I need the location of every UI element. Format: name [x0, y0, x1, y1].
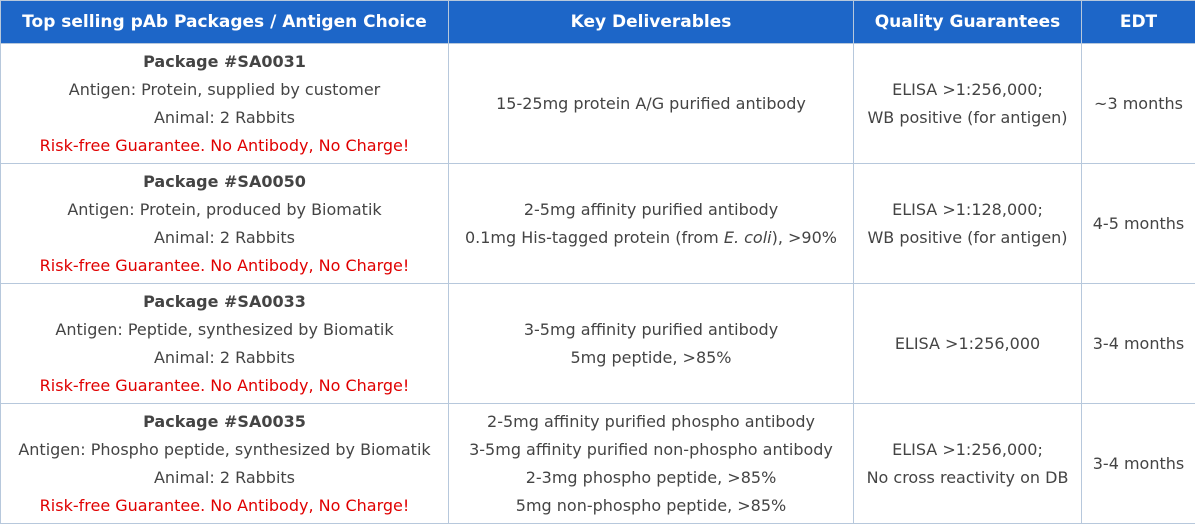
header-edt: EDT [1081, 0, 1195, 44]
deliverable-item: 0.1mg His-tagged protein (from E. coli),… [455, 224, 847, 252]
deliverable-item: 3-5mg affinity purified antibody [523, 319, 779, 339]
header-deliverables: Key Deliverables [448, 0, 854, 44]
deliverables-cell: 2-5mg affinity purified antibody 0.1mg H… [448, 163, 854, 284]
quality-item: No cross reactivity on DB [866, 467, 1069, 487]
edt-cell: 4-5 months [1081, 163, 1195, 284]
deliverable-organism: E. coli [723, 227, 772, 247]
quality-cell: ELISA >1:128,000; WB positive (for antig… [853, 163, 1082, 284]
quality-item: ELISA >1:256,000; [892, 79, 1043, 99]
deliverable-item: 2-5mg affinity purified phospho antibody [487, 411, 815, 431]
package-animal: Animal: 2 Rabbits [153, 347, 296, 367]
risk-free-guarantee: Risk-free Guarantee. No Antibody, No Cha… [39, 375, 410, 395]
quality-cell: ELISA >1:256,000; No cross reactivity on… [853, 403, 1082, 524]
deliverable-text: 0.1mg His-tagged protein (from [464, 227, 724, 247]
table-row: Package #SA0033 Antigen: Peptide, synthe… [0, 283, 1195, 404]
package-cell: Package #SA0050 Antigen: Protein, produc… [0, 163, 449, 284]
deliverables-cell: 3-5mg affinity purified antibody 5mg pep… [448, 283, 854, 404]
deliverables-cell: 2-5mg affinity purified phospho antibody… [448, 403, 854, 524]
table-header-row: Top selling pAb Packages / Antigen Choic… [0, 0, 1195, 44]
deliverable-purity: ), >90% [771, 227, 837, 247]
deliverable-item: 2-5mg affinity purified antibody [523, 199, 779, 219]
quality-item: ELISA >1:128,000; [892, 199, 1043, 219]
package-animal: Animal: 2 Rabbits [153, 227, 296, 247]
deliverable-item: 3-5mg affinity purified non-phospho anti… [469, 439, 833, 459]
header-packages: Top selling pAb Packages / Antigen Choic… [0, 0, 449, 44]
package-animal: Animal: 2 Rabbits [153, 107, 296, 127]
package-animal: Animal: 2 Rabbits [153, 467, 296, 487]
package-antigen: Antigen: Peptide, synthesized by Biomati… [55, 319, 394, 339]
package-antigen: Antigen: Protein, supplied by customer [68, 79, 381, 99]
package-cell: Package #SA0031 Antigen: Protein, suppli… [0, 43, 449, 164]
table-row: Package #SA0050 Antigen: Protein, produc… [0, 163, 1195, 284]
package-antigen: Antigen: Protein, produced by Biomatik [67, 199, 382, 219]
package-name: Package #SA0050 [143, 171, 306, 191]
quality-item: WB positive (for antigen) [867, 107, 1068, 127]
risk-free-guarantee: Risk-free Guarantee. No Antibody, No Cha… [39, 495, 410, 515]
package-cell: Package #SA0035 Antigen: Phospho peptide… [0, 403, 449, 524]
edt-cell: 3-4 months [1081, 283, 1195, 404]
deliverable-item: 5mg peptide, >85% [570, 347, 732, 367]
header-quality: Quality Guarantees [853, 0, 1082, 44]
quality-cell: ELISA >1:256,000 [853, 283, 1082, 404]
deliverable-item: 15-25mg protein A/G purified antibody [496, 93, 806, 113]
quality-cell: ELISA >1:256,000; WB positive (for antig… [853, 43, 1082, 164]
quality-item: ELISA >1:256,000 [894, 333, 1041, 353]
risk-free-guarantee: Risk-free Guarantee. No Antibody, No Cha… [39, 135, 410, 155]
table-row: Package #SA0035 Antigen: Phospho peptide… [0, 403, 1195, 524]
package-cell: Package #SA0033 Antigen: Peptide, synthe… [0, 283, 449, 404]
deliverables-cell: 15-25mg protein A/G purified antibody [448, 43, 854, 164]
package-name: Package #SA0033 [143, 291, 306, 311]
quality-item: ELISA >1:256,000; [892, 439, 1043, 459]
edt-cell: ~3 months [1081, 43, 1195, 164]
table-row: Package #SA0031 Antigen: Protein, suppli… [0, 43, 1195, 164]
edt-cell: 3-4 months [1081, 403, 1195, 524]
deliverable-item: 2-3mg phospho peptide, >85% [525, 467, 777, 487]
package-name: Package #SA0035 [143, 411, 306, 431]
package-antigen: Antigen: Phospho peptide, synthesized by… [18, 439, 431, 459]
deliverable-item: 5mg non-phospho peptide, >85% [515, 495, 787, 515]
quality-item: WB positive (for antigen) [867, 227, 1068, 247]
package-name: Package #SA0031 [143, 51, 306, 71]
risk-free-guarantee: Risk-free Guarantee. No Antibody, No Cha… [39, 255, 410, 275]
